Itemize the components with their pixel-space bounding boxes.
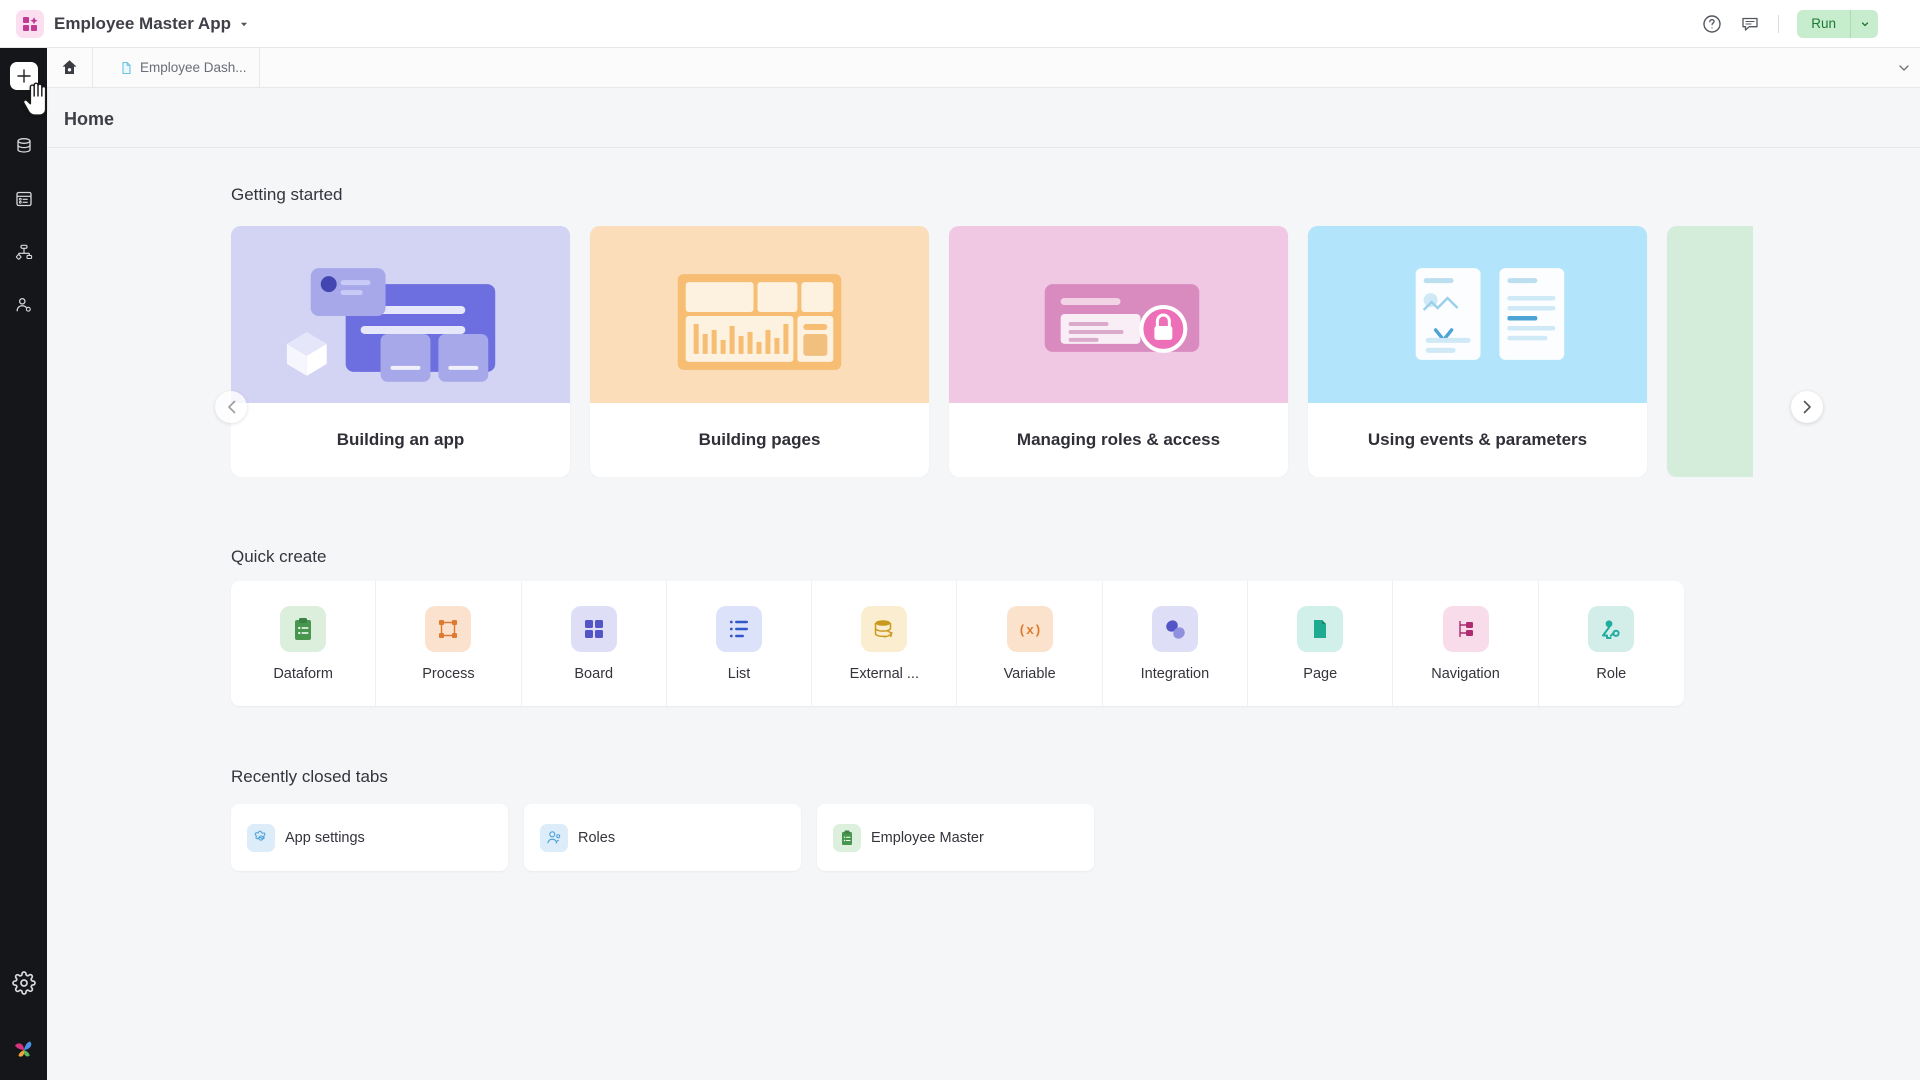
svg-text:(x): (x): [1018, 623, 1041, 638]
